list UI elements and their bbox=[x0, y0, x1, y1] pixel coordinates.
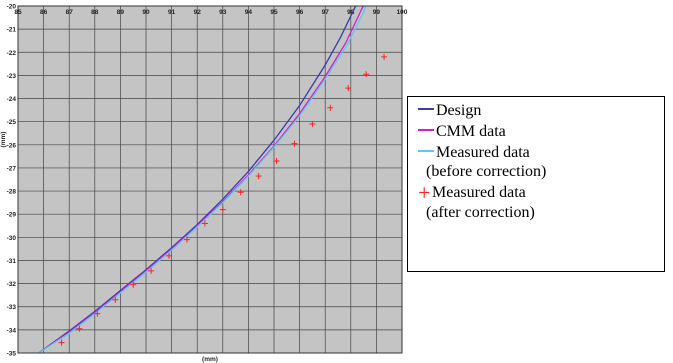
data-point-marker bbox=[76, 325, 83, 332]
grid bbox=[17, 5, 403, 354]
y-tick-label: -34 bbox=[7, 327, 17, 334]
y-tick-label: -25 bbox=[7, 119, 17, 126]
x-tick-label: 88 bbox=[91, 9, 99, 16]
data-point-marker bbox=[130, 281, 137, 288]
legend-label-before: Measured data bbox=[436, 144, 530, 161]
x-tick-label: 99 bbox=[373, 9, 381, 16]
y-tick-label: -31 bbox=[7, 258, 17, 265]
cross-marker-icon: + bbox=[418, 179, 431, 205]
y-tick-label: -29 bbox=[7, 212, 17, 219]
data-point-marker bbox=[291, 140, 298, 147]
data-point-marker bbox=[327, 104, 334, 111]
plot-area bbox=[18, 6, 402, 353]
legend-label-design: Design bbox=[436, 102, 482, 119]
data-point-marker bbox=[363, 71, 370, 78]
data-point-marker bbox=[219, 206, 226, 213]
x-tick-label: 97 bbox=[322, 9, 330, 16]
y-tick-label: -21 bbox=[7, 27, 17, 34]
x-tick-label: 91 bbox=[168, 9, 176, 16]
legend-swatch-before bbox=[418, 150, 434, 153]
data-point-marker bbox=[345, 85, 352, 92]
y-tick-label: -27 bbox=[7, 165, 17, 172]
legend-swatch-design bbox=[418, 108, 434, 111]
data-point-marker bbox=[201, 220, 208, 227]
x-tick-label: 95 bbox=[270, 9, 278, 16]
x-tick-label: 90 bbox=[142, 9, 150, 16]
data-point-marker bbox=[255, 173, 262, 180]
data-point-marker bbox=[94, 310, 101, 317]
legend-swatch-cmm bbox=[418, 129, 434, 132]
legend-sublabel-after: (after correction) bbox=[426, 203, 535, 221]
legend-label-after: Measured data bbox=[432, 184, 526, 201]
y-tick-label: -32 bbox=[7, 281, 17, 288]
legend: Design CMM data Measured data (before co… bbox=[407, 96, 665, 272]
y-tick-label: -35 bbox=[7, 351, 17, 358]
y-tick-label: -28 bbox=[7, 189, 17, 196]
x-tick-label: 94 bbox=[245, 9, 253, 16]
x-tick-label: 93 bbox=[219, 9, 227, 16]
y-tick-label: -20 bbox=[7, 4, 17, 11]
data-point-marker bbox=[166, 252, 173, 259]
y-tick-labels: -20 -21 -22 -23 -24 -25 -26 -27 -28 -29 -30 -31 -32 -… bbox=[7, 4, 17, 358]
x-axis-label: (mm) bbox=[202, 356, 218, 363]
data-point-marker bbox=[112, 296, 119, 303]
x-tick-label: 86 bbox=[40, 9, 48, 16]
legend-entry-after: +Measured data (after correction) bbox=[418, 179, 535, 222]
y-tick-label: -30 bbox=[7, 235, 17, 242]
series-line-0 bbox=[38, 6, 357, 353]
legend-entry-cmm: CMM data bbox=[418, 122, 506, 141]
series-line-2 bbox=[38, 6, 367, 353]
y-tick-label: -22 bbox=[7, 50, 17, 57]
x-tick-label: 87 bbox=[66, 9, 74, 16]
data-point-marker bbox=[58, 339, 65, 346]
y-tick-label: -23 bbox=[7, 73, 17, 80]
data-point-marker bbox=[148, 267, 155, 274]
plot-border bbox=[17, 5, 403, 354]
x-tick-label: 98 bbox=[347, 9, 355, 16]
y-axis-label: (mm) bbox=[0, 132, 7, 148]
data-point-marker bbox=[273, 157, 280, 164]
x-tick-label: 96 bbox=[296, 9, 304, 16]
legend-entry-before: Measured data (before correction) bbox=[418, 143, 546, 181]
data-point-marker bbox=[183, 236, 190, 243]
y-tick-label: -33 bbox=[7, 304, 17, 311]
x-tick-label: 92 bbox=[194, 9, 202, 16]
series-line-1 bbox=[38, 6, 364, 353]
y-tick-label: -24 bbox=[7, 96, 17, 103]
data-point-marker bbox=[381, 53, 388, 60]
data-point-marker bbox=[309, 120, 316, 127]
x-tick-label: 89 bbox=[117, 9, 125, 16]
data-point-marker bbox=[237, 189, 244, 196]
series-group bbox=[38, 6, 388, 353]
legend-label-cmm: CMM data bbox=[436, 123, 506, 140]
legend-sublabel-before: (before correction) bbox=[426, 163, 547, 180]
legend-entry-design: Design bbox=[418, 101, 481, 120]
y-tick-label: -26 bbox=[7, 142, 17, 149]
